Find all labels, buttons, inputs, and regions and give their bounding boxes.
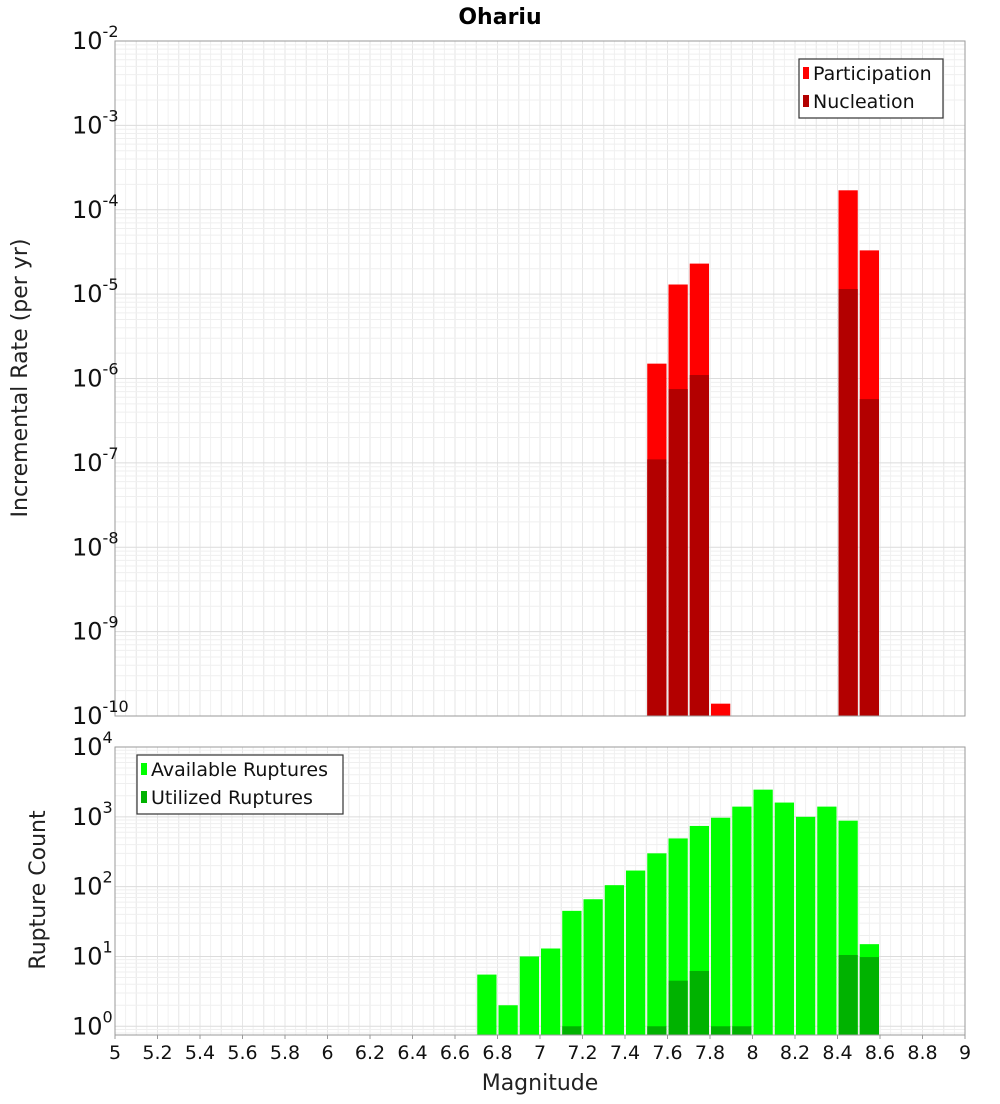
- legend: Participation Nucleation: [798, 58, 944, 119]
- bar-nucleation: [859, 399, 879, 716]
- y-tick-label: 10-7: [72, 444, 119, 477]
- bar-available-ruptures: [817, 806, 837, 1035]
- y-tick-label: 10-10: [72, 697, 129, 730]
- bar-utilized-ruptures: [732, 1026, 752, 1035]
- bar-available-ruptures: [647, 853, 667, 1035]
- bar-available-ruptures: [753, 789, 773, 1035]
- x-tick-label: 6.2: [355, 1042, 385, 1064]
- x-tick-label: 6.6: [440, 1042, 470, 1064]
- legend-label: Available Ruptures: [151, 759, 328, 781]
- y-tick-label: 10-4: [72, 191, 119, 224]
- x-tick-label: 7: [534, 1042, 546, 1064]
- bar-utilized-ruptures: [711, 1026, 731, 1035]
- bar-available-ruptures: [519, 956, 539, 1035]
- x-tick-label: 5: [109, 1042, 121, 1064]
- x-tick-label: 8: [746, 1042, 758, 1064]
- legend-swatch: [141, 791, 147, 803]
- legend: Available Ruptures Utilized Ruptures: [136, 754, 344, 815]
- x-axis-label: Magnitude: [482, 1071, 599, 1096]
- y-tick-label: 103: [72, 798, 113, 831]
- x-tick-label: 8.2: [780, 1042, 810, 1064]
- x-tick-label: 9: [959, 1042, 971, 1064]
- bar-utilized-ruptures: [668, 980, 688, 1035]
- bar-nucleation: [838, 289, 858, 716]
- bar-available-ruptures: [541, 948, 561, 1035]
- x-tick-label: 7.6: [652, 1042, 682, 1064]
- bar-available-ruptures: [711, 817, 731, 1035]
- bar-available-ruptures: [774, 802, 794, 1035]
- x-tick-label: 6.8: [482, 1042, 512, 1064]
- plot-frame: [114, 40, 966, 717]
- x-tick-label: 7.8: [695, 1042, 725, 1064]
- x-tick-label: 8.6: [865, 1042, 895, 1064]
- x-tick-label: 5.2: [142, 1042, 172, 1064]
- x-tick-label: 6.4: [397, 1042, 427, 1064]
- x-tick-label: 8.8: [907, 1042, 937, 1064]
- x-tick-label: 5.4: [185, 1042, 215, 1064]
- x-tick-label: 5.8: [270, 1042, 300, 1064]
- y-tick-label: 10-8: [72, 528, 119, 561]
- y-tick-label: 10-6: [72, 360, 119, 393]
- plots-group: 10-10 10-9 10-8 10-7 10-6 10-5 10-4 10-3 10-2 Par…: [72, 22, 971, 1064]
- bar-available-ruptures: [796, 816, 816, 1035]
- legend-label: Nucleation: [813, 91, 915, 113]
- bar-participation: [711, 703, 731, 716]
- legend-swatch: [141, 763, 147, 775]
- bar-available-ruptures: [583, 899, 603, 1035]
- bar-nucleation: [647, 459, 667, 716]
- y-tick-label: 100: [72, 1007, 113, 1040]
- y-tick-label: 10-3: [72, 106, 119, 139]
- bar-available-ruptures: [626, 870, 646, 1035]
- x-tick-label: 5.6: [227, 1042, 257, 1064]
- x-tick-label: 7.2: [567, 1042, 597, 1064]
- legend-swatch: [803, 67, 809, 79]
- y-tick-label: 10-9: [72, 613, 119, 646]
- bar-utilized-ruptures: [689, 970, 709, 1035]
- y-tick-label: 104: [72, 728, 113, 761]
- y-tick-label: 10-5: [72, 275, 119, 308]
- y-tick-label: 10-2: [72, 22, 119, 55]
- legend-swatch: [803, 95, 809, 107]
- chart-title: Ohariu: [458, 5, 541, 30]
- bar-available-ruptures: [562, 910, 582, 1035]
- bar-nucleation: [668, 389, 688, 716]
- y-tick-label: 101: [72, 937, 113, 970]
- x-tick-label: 6: [321, 1042, 333, 1064]
- panel-1: 100 101 102 103 104 5 5.2 5.4 5.6 5.8 6 6.2 6.4 6.6 6.…: [72, 728, 971, 1064]
- x-tick-label: 7.4: [610, 1042, 640, 1064]
- panel-0: 10-10 10-9 10-8 10-7 10-6 10-5 10-4 10-3 10-2 Par…: [72, 22, 966, 730]
- legend-box: [136, 754, 344, 815]
- legend-label: Participation: [813, 63, 932, 85]
- legend-box: [798, 58, 944, 119]
- bottom-y-axis-label: Rupture Count: [26, 810, 51, 970]
- bar-utilized-ruptures: [859, 957, 879, 1035]
- bar-available-ruptures: [477, 974, 497, 1035]
- legend-label: Utilized Ruptures: [151, 787, 313, 809]
- bar-available-ruptures: [732, 806, 752, 1035]
- bar-utilized-ruptures: [838, 954, 858, 1035]
- top-y-axis-label: Incremental Rate (per yr): [8, 239, 33, 518]
- bar-available-ruptures: [498, 1005, 518, 1035]
- y-tick-label: 102: [72, 868, 113, 901]
- bar-available-ruptures: [604, 885, 624, 1035]
- bar-utilized-ruptures: [647, 1026, 667, 1035]
- x-tick-label: 8.4: [822, 1042, 852, 1064]
- bar-nucleation: [689, 375, 709, 716]
- bar-utilized-ruptures: [562, 1026, 582, 1035]
